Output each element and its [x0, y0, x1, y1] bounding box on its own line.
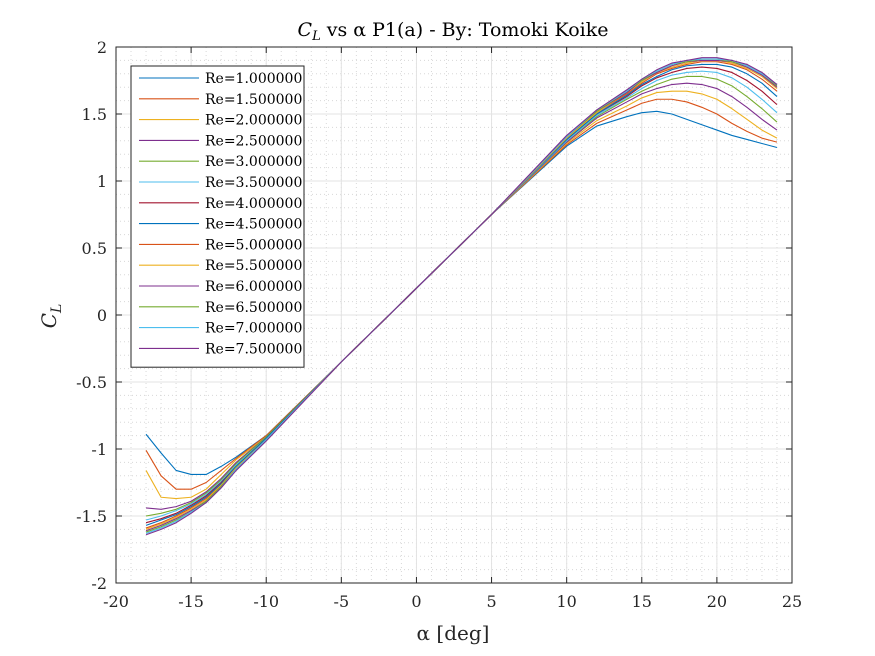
y-tick-label: 1.5: [82, 105, 107, 124]
y-label-subscript: L: [49, 304, 65, 314]
legend-label-14: Re=7.500000: [205, 341, 302, 357]
series-line-4: [145, 82, 778, 510]
y-axis-label: CL: [37, 304, 65, 329]
title-subscript: L: [311, 29, 321, 44]
y-tick-label: -0.5: [76, 373, 107, 392]
legend: Re=1.000000 Re=1.500000 Re=2.000000 Re=2.50…: [130, 65, 305, 368]
x-tick-label: -5: [334, 592, 350, 611]
legend-box: [130, 65, 305, 368]
legend-label-1: Re=1.000000: [205, 71, 302, 87]
legend-label-10: Re=5.500000: [205, 258, 302, 274]
x-tick-label: 20: [707, 592, 727, 611]
series-line-8: [145, 63, 778, 526]
chart-title: CL vs α P1(a) - By: Tomoki Koike: [298, 19, 609, 44]
series-lines: [145, 57, 778, 536]
x-tick-label: 15: [632, 592, 652, 611]
series-line-3: [145, 90, 778, 500]
y-label-main: C: [37, 313, 61, 328]
y-tick-label: 0: [97, 306, 107, 325]
legend-label-9: Re=5.000000: [205, 237, 302, 253]
y-tick-label: -1.5: [76, 507, 107, 526]
x-tick-label: 5: [486, 592, 496, 611]
legend-label-8: Re=4.500000: [205, 217, 302, 233]
series-line-2: [145, 98, 778, 490]
legend-label-11: Re=6.000000: [205, 279, 302, 295]
x-tick-label: -15: [178, 592, 204, 611]
legend-label-2: Re=1.500000: [205, 92, 302, 108]
y-tick-label: -1: [91, 440, 107, 459]
y-tick-label: 2: [97, 38, 107, 57]
x-tick-label: -10: [253, 592, 279, 611]
legend-label-13: Re=7.000000: [205, 321, 302, 337]
legend-label-6: Re=3.500000: [205, 175, 302, 191]
y-tick-label: 1: [97, 172, 107, 191]
series-line-1: [145, 110, 778, 476]
series-line-14: [145, 57, 778, 536]
legend-label-7: Re=4.000000: [205, 196, 302, 212]
legend-label-5: Re=3.000000: [205, 154, 302, 170]
title-main: C: [298, 19, 313, 41]
x-axis-label: α [deg]: [417, 621, 490, 645]
axes: [115, 46, 793, 584]
x-tick-label: 25: [782, 592, 802, 611]
y-tick-label: 0.5: [82, 239, 107, 258]
series-line-6: [145, 70, 778, 521]
x-tick-label: 10: [556, 592, 576, 611]
tick-labels: -20 -15 -10 -5 0 5 10 15 20 25 -2 -1.5 -1 -0.5 0 0.5 1 1.…: [76, 38, 802, 611]
y-tick-label: -2: [91, 574, 107, 593]
legend-label-3: Re=2.000000: [205, 113, 302, 129]
x-tick-label: -20: [103, 592, 129, 611]
x-tick-label: 0: [411, 592, 421, 611]
legend-label-12: Re=6.500000: [205, 300, 302, 316]
title-rest: vs α P1(a) - By: Tomoki Koike: [321, 19, 609, 41]
legend-label-4: Re=2.500000: [205, 133, 302, 149]
